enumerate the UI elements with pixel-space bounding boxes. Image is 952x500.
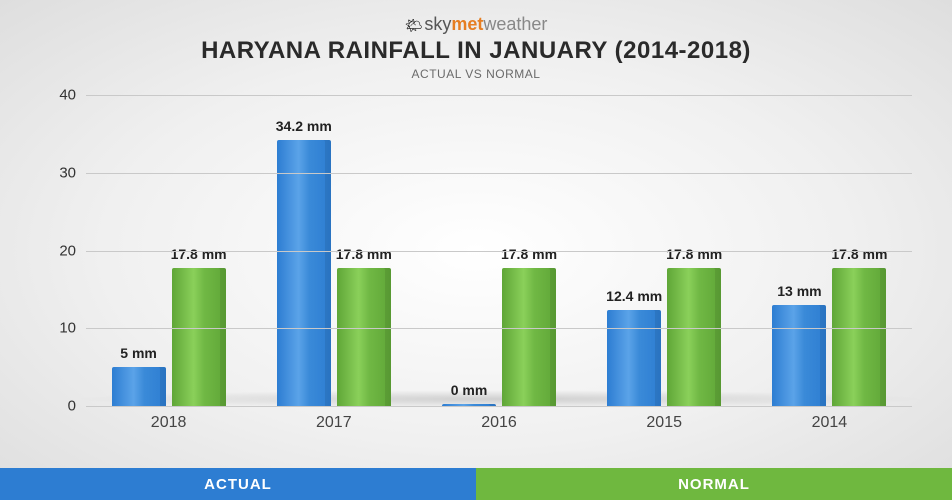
bar-value-label: 17.8 mm — [171, 246, 227, 268]
legend-normal: NORMAL — [476, 468, 952, 500]
normal-bar: 17.8 mm — [502, 268, 556, 406]
grid-line: 0 — [86, 406, 912, 407]
legend-actual: ACTUAL — [0, 468, 476, 500]
x-tick-label: 2015 — [582, 414, 747, 432]
actual-bar: 5 mm — [112, 367, 166, 406]
legend-bar: ACTUAL NORMAL — [0, 468, 952, 500]
y-tick-label: 30 — [59, 164, 86, 181]
bar-value-label: 17.8 mm — [831, 246, 887, 268]
header: 🌤skymetweather HARYANA RAINFALL IN JANUA… — [0, 0, 952, 81]
x-axis-labels: 20182017201620152014 — [86, 406, 912, 432]
brand-weather: weather — [483, 14, 547, 34]
brand-logo: 🌤skymetweather — [0, 14, 952, 35]
chart-subtitle: ACTUAL VS NORMAL — [0, 67, 952, 81]
y-tick-label: 0 — [68, 398, 86, 415]
bar-value-label: 13 mm — [777, 283, 821, 305]
normal-bar: 17.8 mm — [172, 268, 226, 406]
bar-value-label: 17.8 mm — [501, 246, 557, 268]
brand-met: met — [451, 14, 483, 34]
bar-value-label: 17.8 mm — [666, 246, 722, 268]
chart-title: HARYANA RAINFALL IN JANUARY (2014-2018) — [0, 37, 952, 65]
x-tick-label: 2018 — [86, 414, 251, 432]
bar-value-label: 34.2 mm — [276, 118, 332, 140]
plot-area: 5 mm17.8 mm34.2 mm17.8 mm0 mm17.8 mm12.4… — [86, 95, 912, 406]
normal-bar: 17.8 mm — [337, 268, 391, 406]
normal-bar: 17.8 mm — [667, 268, 721, 406]
bar-value-label: 17.8 mm — [336, 246, 392, 268]
bar-value-label: 12.4 mm — [606, 288, 662, 310]
brand-sky: sky — [424, 14, 451, 34]
actual-bar: 13 mm — [772, 305, 826, 406]
bar-value-label: 0 mm — [451, 382, 488, 404]
bar-value-label: 5 mm — [120, 345, 157, 367]
actual-bar: 34.2 mm — [277, 140, 331, 406]
grid-line: 30 — [86, 173, 912, 174]
grid-line: 40 — [86, 95, 912, 96]
normal-bar: 17.8 mm — [832, 268, 886, 406]
grid-line: 20 — [86, 251, 912, 252]
actual-bar: 12.4 mm — [607, 310, 661, 406]
chart-area: 5 mm17.8 mm34.2 mm17.8 mm0 mm17.8 mm12.4… — [48, 95, 912, 442]
y-tick-label: 40 — [59, 87, 86, 104]
x-tick-label: 2014 — [747, 414, 912, 432]
x-tick-label: 2017 — [251, 414, 416, 432]
y-tick-label: 20 — [59, 242, 86, 259]
y-tick-label: 10 — [59, 320, 86, 337]
x-tick-label: 2016 — [416, 414, 581, 432]
weather-icon: 🌤 — [405, 17, 423, 33]
grid-line: 10 — [86, 328, 912, 329]
